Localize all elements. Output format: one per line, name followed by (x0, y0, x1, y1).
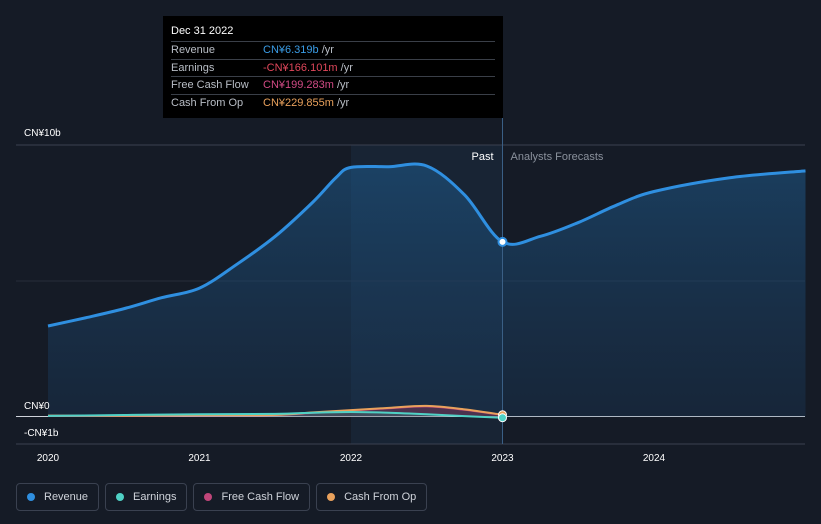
legend: Revenue Earnings Free Cash Flow Cash From O… (16, 483, 428, 511)
tooltip-label: Revenue (171, 44, 216, 56)
tooltip-date: Dec 31 2022 (171, 25, 234, 37)
revenue-marker[interactable] (497, 236, 508, 247)
legend-item-earnings[interactable]: Earnings (105, 483, 188, 511)
revenue-area (48, 164, 806, 417)
legend-dot-icon (27, 493, 35, 501)
legend-item-cash-from-op[interactable]: Cash From Op (316, 483, 428, 511)
earnings-line (47, 410, 503, 419)
tooltip: Dec 31 2022 Revenue CN¥6.319b /yr Earnings… (163, 16, 503, 118)
tooltip-label: Earnings (171, 61, 215, 74)
tooltip-row: Revenue CN¥6.319b /yr (171, 41, 495, 59)
tooltip-value: CN¥229.855m /yr (263, 96, 350, 109)
legend-dot-icon (327, 493, 336, 501)
tooltip-value: CN¥199.283m /yr (263, 79, 350, 91)
x-tick-label: 2023 (491, 453, 514, 464)
tooltip-label: Free Cash Flow (171, 79, 249, 91)
legend-label: Cash From Op (344, 491, 417, 503)
legend-label: Revenue (44, 491, 89, 503)
x-tick-label: 2022 (340, 453, 363, 464)
x-tick-label: 2020 (37, 453, 60, 464)
legend-item-revenue[interactable]: Revenue (16, 483, 100, 511)
legend-label: Free Cash Flow (221, 491, 300, 503)
tooltip-row: Free Cash Flow CN¥199.283m /yr (171, 76, 495, 94)
x-tick-label: 2024 (643, 453, 666, 464)
past-label: Past (471, 151, 493, 163)
legend-item-free-cash-flow[interactable]: Free Cash Flow (193, 483, 311, 511)
forecast-label: Analysts Forecasts (511, 151, 604, 163)
legend-label: Earnings (133, 491, 177, 503)
tooltip-row: Earnings -CN¥166.101m /yr (171, 58, 495, 77)
revenue-line (47, 162, 806, 328)
earnings-marker[interactable] (498, 413, 507, 423)
legend-dot-icon (204, 493, 213, 501)
tooltip-row: Cash From Op CN¥229.855m /yr (171, 93, 495, 112)
y-tick-label: CN¥0 (24, 401, 50, 412)
y-tick-label: CN¥10b (24, 128, 61, 139)
tooltip-value: CN¥6.319b /yr (263, 44, 334, 56)
x-tick-label: 2021 (188, 453, 211, 464)
legend-dot-icon (116, 493, 125, 501)
tooltip-label: Cash From Op (171, 96, 244, 109)
y-tick-label: -CN¥1b (24, 428, 59, 439)
tooltip-value: -CN¥166.101m /yr (263, 61, 353, 74)
